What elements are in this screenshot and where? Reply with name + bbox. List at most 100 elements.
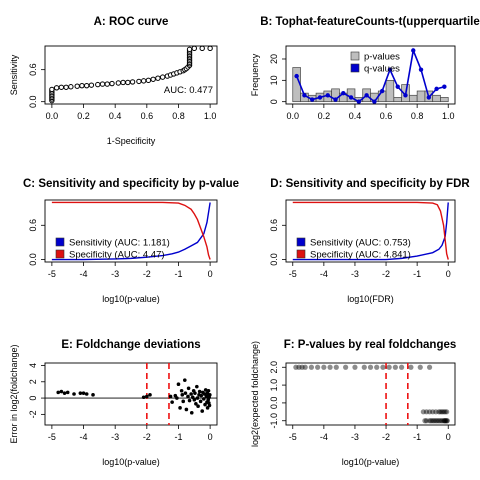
q-values-point xyxy=(325,93,330,98)
foldchange-point xyxy=(422,418,428,424)
panel-e: E: Foldchange deviations -5 -4 -3 -2 -1 0 -2 0 2 4… xyxy=(9,339,218,467)
roc-point xyxy=(58,84,65,90)
q-values-point xyxy=(309,97,315,102)
y-tick-label: -1.0 xyxy=(269,413,279,429)
x-tick-label: 0.6 xyxy=(380,111,393,121)
x-tick-label: 0 xyxy=(208,269,213,279)
plot-frame xyxy=(285,45,456,105)
y-tick-label: 0.6 xyxy=(28,219,38,232)
legend-swatch xyxy=(350,51,360,61)
auc-annotation: AUC: 0.477 xyxy=(164,85,213,96)
foldchange-point xyxy=(417,364,423,370)
deviation-point xyxy=(187,398,192,403)
x-axis-label: log10(p-value) xyxy=(342,457,400,467)
histogram-bar xyxy=(416,90,426,103)
q-values-point xyxy=(379,88,385,94)
histogram-bar xyxy=(432,94,441,103)
q-values-point xyxy=(426,95,432,100)
foldchange-point xyxy=(436,409,442,415)
roc-point xyxy=(120,79,126,86)
foldchange-point xyxy=(430,418,436,424)
legend-swatch xyxy=(296,237,306,247)
y-tick-label: 0 xyxy=(28,396,38,401)
y-tick-label: 20 xyxy=(269,54,279,64)
y-tick-label: 0.6 xyxy=(28,63,38,76)
y-tick-label: 0.0 xyxy=(269,397,279,410)
foldchange-point xyxy=(426,418,433,424)
foldchange-point xyxy=(426,364,433,370)
sensitivity-line xyxy=(292,202,449,261)
deviation-point xyxy=(192,397,197,402)
x-tick-label: -4 xyxy=(320,269,328,279)
deviation-point xyxy=(176,382,181,387)
x-tick-label: -3 xyxy=(351,269,359,279)
roc-point xyxy=(95,81,101,88)
legend-swatch xyxy=(55,249,65,259)
foldchange-point xyxy=(437,409,444,415)
x-tick-label: -2 xyxy=(382,269,390,279)
legend-label: Specificity (AUC: 4.47) xyxy=(69,250,165,261)
x-tick-label: 0.0 xyxy=(287,111,300,121)
roc-point xyxy=(140,78,147,84)
roc-point xyxy=(53,85,60,91)
foldchange-point xyxy=(444,409,450,415)
chart-title: D: Sensitivity and specificity by FDR xyxy=(270,178,470,190)
deviation-point xyxy=(72,392,76,396)
roc-point xyxy=(155,75,161,81)
plot-frame xyxy=(285,362,456,426)
y-tick-label: 1.0 xyxy=(269,379,279,392)
roc-point xyxy=(109,80,115,87)
x-tick-label: 0.8 xyxy=(411,111,424,121)
q-values-point xyxy=(403,93,408,98)
q-values-point xyxy=(418,67,424,72)
histogram-bar xyxy=(409,94,418,103)
deviation-point xyxy=(199,393,204,398)
specificity-line xyxy=(51,201,211,260)
x-tick-label: -5 xyxy=(289,269,297,279)
legend-label: p-values xyxy=(364,52,400,63)
histogram-bar xyxy=(385,79,395,103)
foldchange-point xyxy=(333,364,339,370)
deviation-point xyxy=(206,388,211,393)
foldchange-point xyxy=(440,418,447,424)
foldchange-point xyxy=(443,418,449,424)
foldchange-point xyxy=(398,364,405,370)
foldchange-point xyxy=(439,409,445,415)
y-axis-label: log2(expected foldchange) xyxy=(250,341,260,447)
q-values-point xyxy=(434,86,439,92)
roc-point xyxy=(115,80,122,86)
x-tick-label: -5 xyxy=(48,269,56,279)
deviation-point xyxy=(197,389,202,394)
deviation-point xyxy=(198,399,203,404)
panel-a: A: ROC curve 0.0 0.2 0.4 0.6 0.8 1.0 0.0 0.6 1-Sp… xyxy=(9,16,218,146)
q-values-point xyxy=(411,48,416,53)
q-values-point xyxy=(317,95,323,100)
q-values-point xyxy=(333,97,338,102)
q-values-point xyxy=(372,99,377,104)
foldchange-point xyxy=(308,364,315,370)
foldchange-point xyxy=(431,418,437,424)
panel-b: B: Tophat-featureCounts-t(upperquartile 0… xyxy=(250,16,480,121)
x-tick-label: -3 xyxy=(351,432,359,442)
x-tick-label: -4 xyxy=(320,432,328,442)
histogram-bar xyxy=(393,97,402,103)
q-values-point xyxy=(348,95,354,100)
legend-swatch xyxy=(350,63,360,73)
x-tick-label: 0.2 xyxy=(318,111,331,121)
foldchange-point xyxy=(442,409,448,415)
roc-point xyxy=(207,45,213,52)
deviation-point xyxy=(207,403,212,408)
roc-point xyxy=(186,46,193,53)
x-tick-label: -1 xyxy=(413,432,421,442)
panel-d: D: Sensitivity and specificity by FDR -5 -… xyxy=(269,178,470,304)
chart-title: B: Tophat-featureCounts-t(upperquartile xyxy=(260,16,480,28)
deviation-point xyxy=(59,389,64,394)
deviation-point xyxy=(183,391,188,395)
foldchange-point xyxy=(420,409,426,415)
roc-point xyxy=(191,45,197,52)
deviation-point xyxy=(195,396,200,400)
y-tick-label: 4 xyxy=(28,363,38,368)
deviation-point xyxy=(175,396,179,400)
foldchange-point xyxy=(367,364,374,370)
roc-point xyxy=(145,77,152,84)
